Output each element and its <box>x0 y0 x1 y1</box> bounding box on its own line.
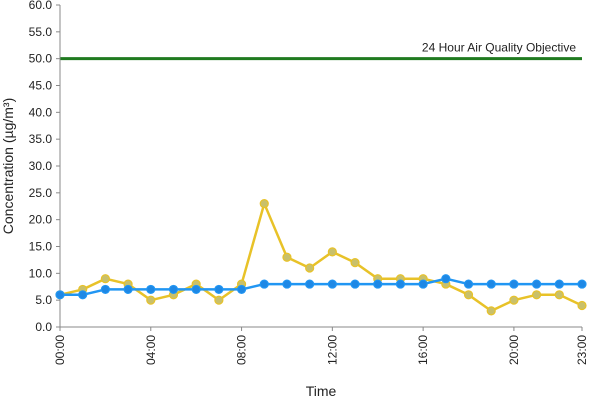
data-point <box>100 274 110 284</box>
series-2 <box>55 274 587 300</box>
x-axis-title: Time <box>306 383 337 399</box>
series-layer <box>55 198 587 316</box>
x-tick-label: 23:00 <box>575 335 589 365</box>
data-point <box>463 279 474 289</box>
data-point <box>305 279 315 289</box>
y-tick-label: 55.0 <box>29 25 53 39</box>
data-point <box>577 279 587 289</box>
data-point <box>418 279 428 289</box>
data-point <box>532 279 542 289</box>
data-point <box>168 284 179 295</box>
data-point <box>327 247 337 257</box>
data-point <box>55 290 65 300</box>
data-point <box>214 295 224 305</box>
y-ticks: 0.0 5.0 10.0 15.0 20.0 25.0 30.0 35.0 40.0 45.0 50… <box>29 0 60 334</box>
data-point <box>236 284 247 295</box>
y-tick-label: 20.0 <box>29 213 53 227</box>
data-point <box>463 290 474 300</box>
data-point <box>146 284 156 295</box>
data-point <box>509 295 519 305</box>
y-tick-label: 15.0 <box>29 240 53 254</box>
x-tick-label: 16:00 <box>416 335 430 365</box>
data-point <box>191 284 201 295</box>
data-point <box>305 263 315 273</box>
data-point <box>441 274 451 284</box>
data-point <box>373 279 383 289</box>
data-point <box>350 279 360 289</box>
y-tick-label: 35.0 <box>29 132 53 146</box>
x-tick-label: 08:00 <box>235 335 249 365</box>
data-point <box>78 290 88 300</box>
data-point <box>554 279 564 289</box>
x-tick-label: 04:00 <box>144 335 158 365</box>
x-tick-label: 00:00 <box>53 335 67 365</box>
data-point <box>259 279 269 289</box>
series-1 <box>55 198 587 316</box>
y-tick-label: 50.0 <box>29 52 53 66</box>
data-point <box>554 290 564 300</box>
data-point <box>214 284 224 295</box>
data-point <box>577 300 587 311</box>
data-point <box>282 252 292 262</box>
data-point <box>350 258 360 268</box>
y-tick-label: 60.0 <box>29 0 53 12</box>
series-line <box>59 202 583 313</box>
data-point <box>282 279 292 289</box>
data-point <box>532 290 542 300</box>
x-tick-label: 20:00 <box>507 335 521 365</box>
y-tick-label: 40.0 <box>29 105 53 119</box>
data-point <box>509 279 519 289</box>
y-tick-label: 30.0 <box>29 159 53 173</box>
data-point <box>486 279 496 289</box>
data-point <box>395 279 406 289</box>
y-axis-title: Concentration (µg/m³) <box>0 98 16 234</box>
x-tick-label: 12:00 <box>325 335 339 365</box>
data-point <box>486 306 496 316</box>
data-point <box>259 198 269 209</box>
y-tick-label: 45.0 <box>29 79 53 93</box>
data-point <box>327 279 337 289</box>
reference-line-label: 24 Hour Air Quality Objective <box>422 41 576 55</box>
data-point <box>146 295 156 305</box>
y-tick-label: 25.0 <box>29 186 53 200</box>
data-point <box>123 284 133 295</box>
y-tick-label: 5.0 <box>35 293 52 307</box>
y-tick-label: 10.0 <box>29 266 53 280</box>
y-tick-label: 0.0 <box>35 320 52 334</box>
x-ticks: 00:00 04:00 08:00 12:00 16:00 20:00 23:00 <box>53 327 589 365</box>
data-point <box>100 284 110 295</box>
